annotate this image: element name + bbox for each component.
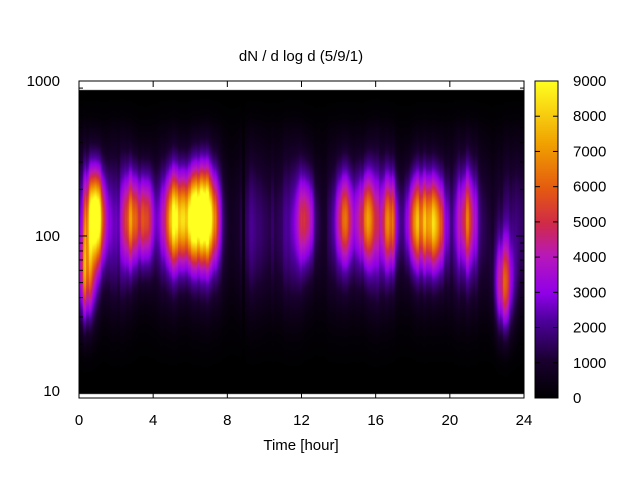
y-tick-label: 100 [35,228,60,245]
x-tick-label: 20 [441,412,458,429]
colorbar-tick-label: 8000 [573,108,606,125]
colorbar-tick-label: 3000 [573,284,606,301]
x-tick-label: 0 [75,412,83,429]
x-axis-label: Time [hour] [263,437,338,454]
colorbar-gradient [534,80,559,399]
colorbar-tick-label: 7000 [573,143,606,160]
x-tick-label: 4 [149,412,157,429]
colorbar-tick-label: 9000 [573,73,606,90]
colorbar-tick-label: 5000 [573,214,606,231]
colorbar-tick-label: 4000 [573,249,606,266]
colorbar-tick-label: 0 [573,390,581,407]
y-tick-label: 10 [43,383,60,400]
colorbar-tick-label: 1000 [573,355,606,372]
y-axis: 10 100 1000 [27,73,524,400]
colorbar-tick-label: 6000 [573,179,606,196]
y-tick-label: 1000 [27,73,60,90]
x-tick-label: 16 [367,412,384,429]
x-tick-label: 8 [223,412,231,429]
colorbar: 0 1000 2000 3000 4000 5000 6000 7000 8000 9000 [534,73,606,407]
chart-title: dN / d log d (5/9/1) [239,48,363,65]
x-axis: 0 4 8 12 16 20 24 [75,81,533,429]
x-tick-label: 24 [516,412,533,429]
colorbar-tick-label: 2000 [573,320,606,337]
heatmap-plot [78,80,525,399]
heatmap-image [79,81,524,398]
x-tick-label: 12 [293,412,310,429]
